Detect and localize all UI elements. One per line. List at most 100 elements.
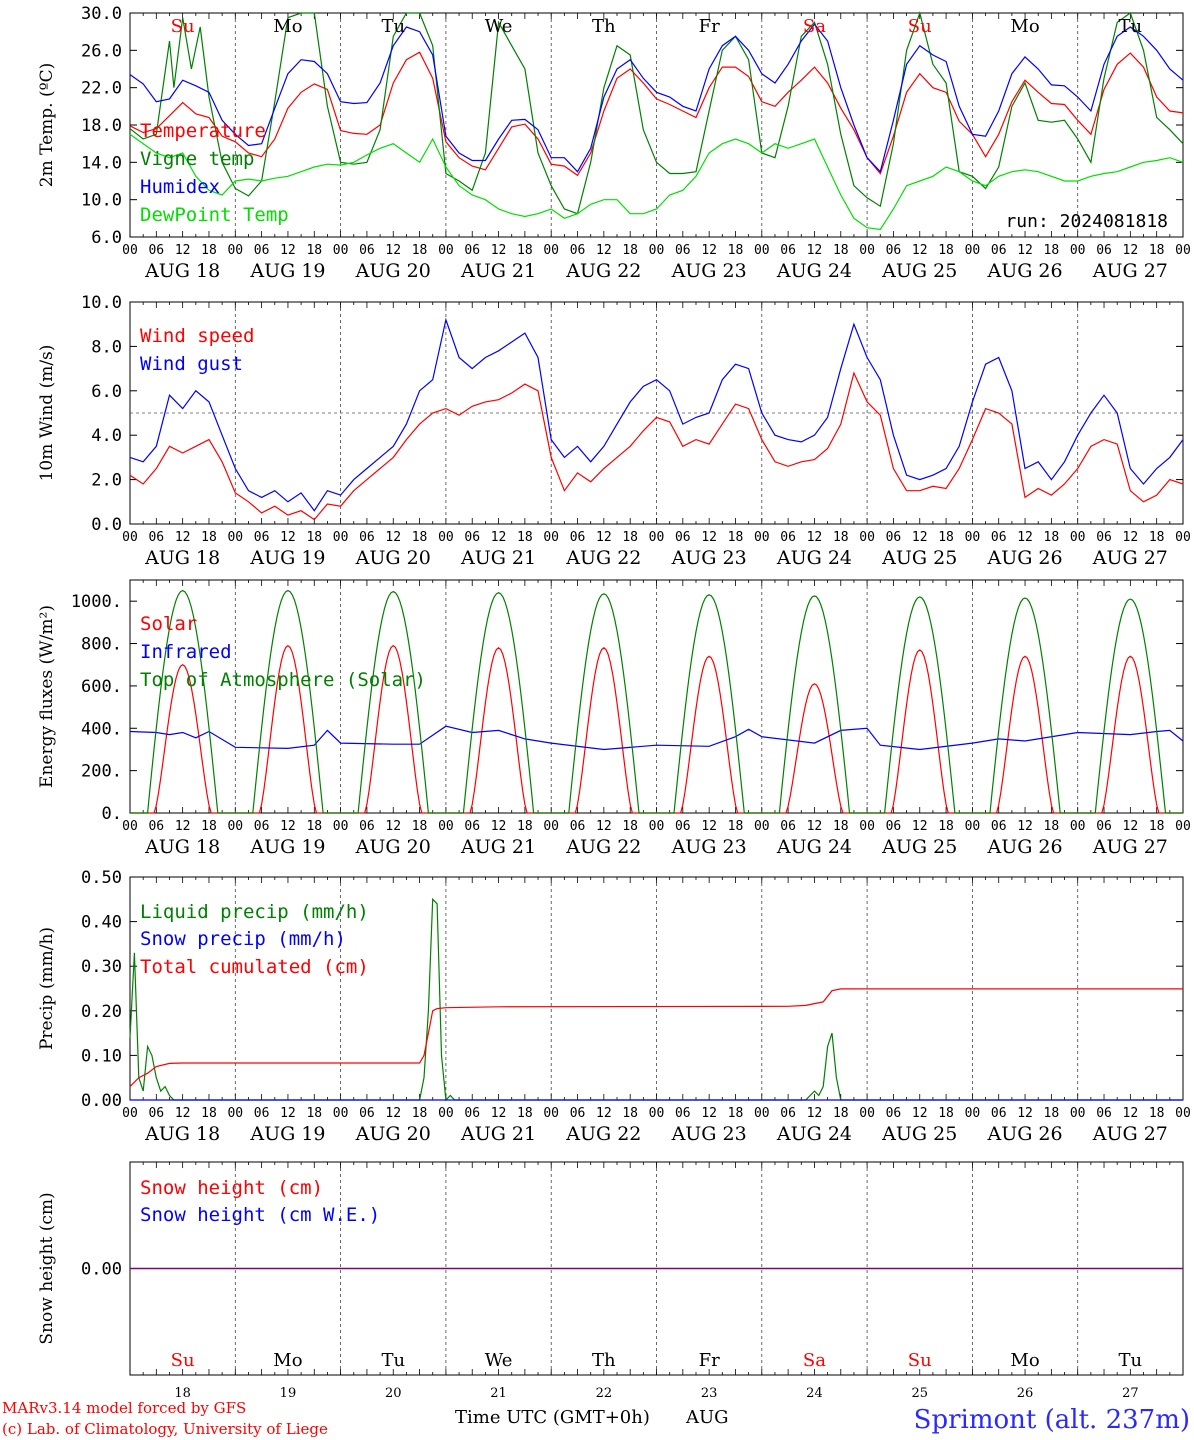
hour-tick-label: 06 — [1096, 530, 1112, 545]
day-number-label: 26 — [1017, 1386, 1034, 1401]
hour-tick-label: 00 — [438, 1106, 454, 1121]
hour-tick-label: 06 — [886, 530, 902, 545]
date-label: AUG 19 — [249, 260, 325, 282]
hour-tick-label: 12 — [1123, 819, 1139, 834]
legend-entry: Total cumulated (cm) — [140, 956, 369, 978]
weekday-label: Fr — [699, 1350, 720, 1371]
hour-tick-label: 12 — [596, 819, 612, 834]
hour-tick-label: 06 — [570, 530, 586, 545]
series-line — [130, 589, 1183, 814]
hour-tick-label: 06 — [886, 819, 902, 834]
hour-tick-label: 12 — [701, 530, 717, 545]
run-label: run: 2024081818 — [1005, 211, 1168, 232]
weekday-label: Su — [171, 1350, 195, 1371]
hour-tick-label: 18 — [1149, 530, 1165, 545]
hour-tick-label: 18 — [517, 243, 533, 258]
legend-entry: Wind speed — [140, 325, 254, 347]
y-tick-label: 600. — [81, 677, 122, 697]
hour-tick-label: 18 — [412, 243, 428, 258]
y-tick-label: 1000. — [71, 592, 122, 612]
hour-tick-label: 12 — [912, 530, 928, 545]
hour-tick-label: 18 — [306, 243, 322, 258]
hour-tick-label: 06 — [991, 530, 1007, 545]
series-line — [129, 23, 1184, 173]
y-axis-title: 10m Wind (m/s) — [37, 345, 57, 482]
hour-tick-label: 00 — [965, 1106, 981, 1121]
date-label: AUG 25 — [881, 547, 957, 569]
weekday-label: Tu — [381, 1350, 405, 1371]
legend-entry: Humidex — [140, 176, 220, 198]
hour-tick-label: 00 — [1175, 243, 1191, 258]
y-tick-label: 26.0 — [81, 41, 122, 61]
weekday-label: Tu — [1119, 16, 1143, 37]
hour-tick-label: 12 — [1017, 819, 1033, 834]
panel-temperature: 6.0 10.0 14.0 18.0 22.0 26.0 30.0 2m Temp. (ºC)… — [37, 4, 1191, 282]
y-tick-label: 0.40 — [81, 913, 122, 933]
series-line — [129, 133, 1184, 231]
y-tick-label: 6.0 — [91, 382, 122, 402]
day-number-label: 23 — [701, 1386, 718, 1401]
hour-tick-label: 12 — [491, 243, 507, 258]
date-label: AUG 22 — [565, 1123, 641, 1145]
date-label: AUG 27 — [1092, 547, 1168, 569]
hour-tick-label: 12 — [385, 530, 401, 545]
hour-tick-label: 00 — [1070, 243, 1086, 258]
day-number-label: 21 — [490, 1386, 507, 1401]
date-label: AUG 24 — [776, 547, 852, 569]
hour-tick-label: 00 — [649, 530, 665, 545]
hour-tick-label: 06 — [359, 243, 375, 258]
weekday-label: Fr — [699, 16, 720, 37]
hour-tick-label: 12 — [491, 819, 507, 834]
panel-snow: 0.00 Snow height (cm) Snow height (cm) Snow… — [37, 1161, 1184, 1401]
hour-tick-label: 00 — [754, 819, 770, 834]
hour-tick-label: 00 — [438, 243, 454, 258]
weekday-label: Su — [171, 16, 195, 37]
day-number-label: 18 — [174, 1386, 191, 1401]
hour-tick-label: 18 — [1044, 819, 1060, 834]
hour-tick-label: 06 — [570, 819, 586, 834]
hour-tick-label: 00 — [1070, 819, 1086, 834]
hour-tick-label: 00 — [1175, 1106, 1191, 1121]
panel-wind: 0.0 2.0 4.0 6.0 8.0 10.0 10m Wind (m/s) Wind sp… — [37, 293, 1191, 569]
hour-tick-label: 12 — [385, 819, 401, 834]
hour-tick-label: 00 — [1175, 819, 1191, 834]
date-label: AUG 20 — [355, 260, 431, 282]
hour-tick-label: 00 — [543, 530, 559, 545]
hour-tick-label: 00 — [438, 530, 454, 545]
date-label: AUG 20 — [355, 1123, 431, 1145]
legend-entry: DewPoint Temp — [140, 204, 289, 226]
hour-tick-label: 18 — [517, 819, 533, 834]
y-tick-label: 30.0 — [81, 4, 122, 24]
date-label: AUG 19 — [249, 1123, 325, 1145]
footer-copyright: (c) Lab. of Climatology, University of L… — [2, 1420, 328, 1438]
hour-tick-label: 06 — [359, 819, 375, 834]
hour-tick-label: 00 — [965, 243, 981, 258]
hour-tick-label: 06 — [675, 243, 691, 258]
weekday-label: Mo — [273, 16, 302, 37]
day-number-label: 25 — [911, 1386, 928, 1401]
hour-tick-label: 18 — [412, 1106, 428, 1121]
legend-entry: Vigne temp — [140, 148, 254, 170]
hour-tick-label: 18 — [412, 819, 428, 834]
series-line — [129, 725, 1184, 751]
date-label: AUG 24 — [776, 1123, 852, 1145]
day-number-label: 20 — [385, 1386, 402, 1401]
hour-tick-label: 12 — [1123, 530, 1139, 545]
hour-tick-label: 12 — [1017, 530, 1033, 545]
hour-tick-label: 06 — [359, 530, 375, 545]
date-label: AUG 18 — [144, 547, 220, 569]
date-label: AUG 22 — [565, 836, 641, 858]
hour-tick-label: 06 — [464, 1106, 480, 1121]
hour-tick-label: 00 — [122, 243, 138, 258]
weekday-label: Mo — [1010, 16, 1039, 37]
hour-tick-label: 12 — [807, 530, 823, 545]
series-line — [129, 10, 1184, 215]
hour-tick-label: 12 — [701, 1106, 717, 1121]
hour-tick-label: 12 — [385, 1106, 401, 1121]
date-label: AUG 23 — [671, 1123, 747, 1145]
hour-tick-label: 18 — [306, 530, 322, 545]
date-label: AUG 26 — [986, 836, 1062, 858]
y-tick-label: 0.00 — [81, 1091, 122, 1111]
station-label: Sprimont (alt. 237m) — [914, 1405, 1190, 1435]
